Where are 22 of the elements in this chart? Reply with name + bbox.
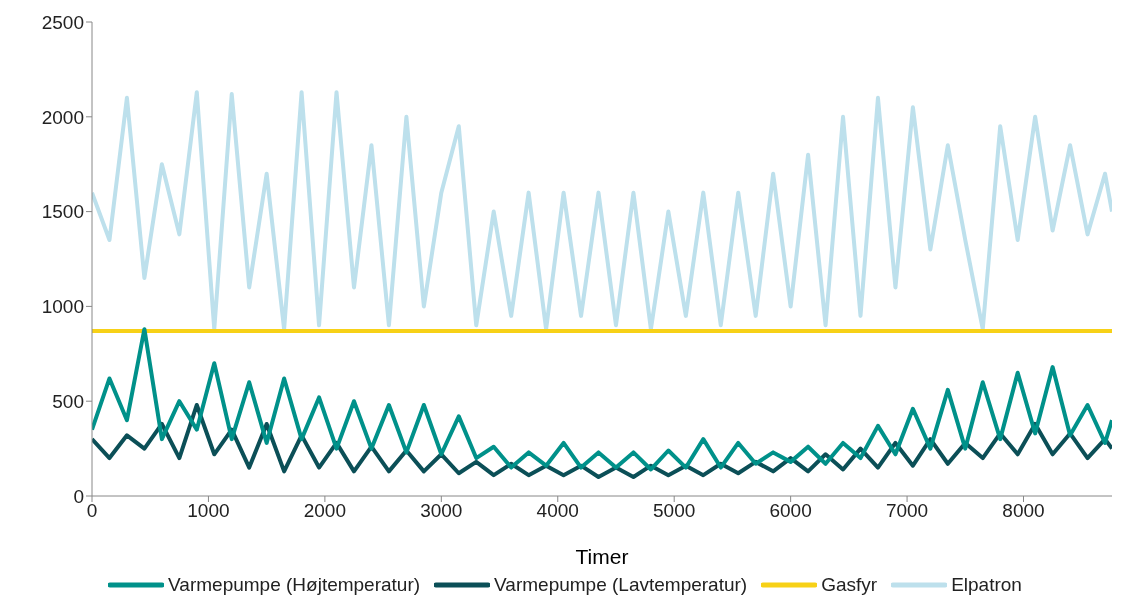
x-tick-label: 7000 [885,500,929,522]
legend-label: Varmepumpe (Lavtemperatur) [494,574,748,596]
legend-label: Varmepumpe (Højtemperatur) [168,574,421,596]
line-series [92,90,1112,332]
x-tick-label: 2000 [303,500,347,522]
x-tick-label: 1000 [187,500,230,522]
x-axis-title: Timer [575,545,629,568]
x-tick-label: 3000 [420,500,463,522]
y-tick-label: 1000 [41,296,84,318]
x-tick-label: 6000 [769,500,812,522]
legend-label: Elpatron [951,574,1022,596]
x-tick-label: 0 [86,500,98,522]
x-tick-label: 5000 [653,500,696,522]
y-tick-label: 500 [52,390,84,412]
x-tick-label: 4000 [536,500,579,522]
line-series [92,327,1112,472]
y-tick-label: 0 [73,485,84,507]
x-tick-label: 8000 [1002,500,1045,522]
y-tick-label: 1500 [41,201,84,223]
legend-label: Gasfyr [821,574,878,596]
y-tick-label: 2500 [41,11,84,33]
y-tick-label: 2000 [41,106,84,128]
